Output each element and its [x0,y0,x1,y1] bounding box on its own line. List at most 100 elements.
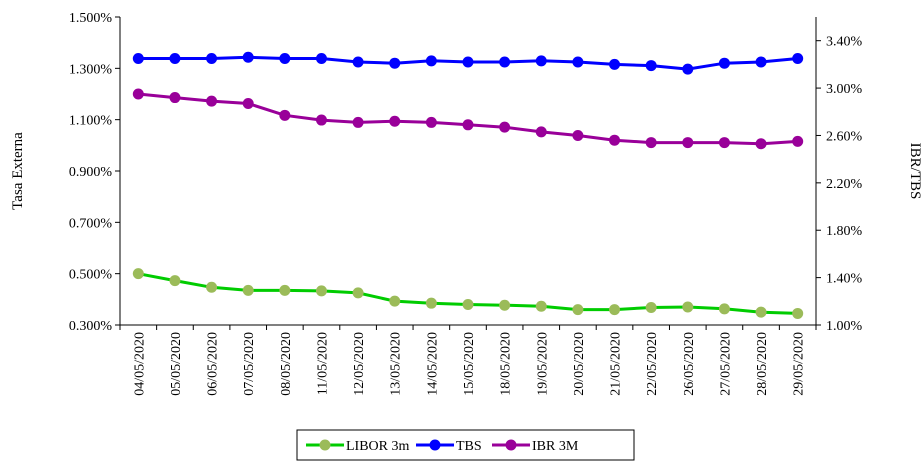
legend: LIBOR 3m TBS IBR 3M [296,429,635,461]
tbs-data-point [609,58,621,70]
x-tick-label: 26/05/2020 [682,332,697,396]
left-tick-label: 1.300% [69,62,113,77]
ibr-3m-data-point [132,88,144,100]
ibr-3m-data-point [535,126,547,138]
right-tick-label: 2.20% [826,177,863,192]
tbs-data-point [535,55,547,67]
x-tick-label: 06/05/2020 [206,332,221,396]
ibr-3m-data-point [645,137,657,149]
x-tick-label: 14/05/2020 [425,332,440,396]
axes-group: 0.300% 0.500% 0.700% 0.900% 1.100% 1.300% 1.50… [69,11,863,396]
right-tick-label: 2.60% [826,129,863,144]
tbs-data-point [682,63,694,75]
series-layer [132,51,804,319]
x-tick-label: 11/05/2020 [315,332,330,395]
x-tick-label: 08/05/2020 [279,332,294,396]
tbs-data-point [315,52,327,64]
tbs-data-point [572,56,584,68]
x-tick-label: 20/05/2020 [572,332,587,396]
x-tick-label: 21/05/2020 [609,332,624,396]
ibr-3m-data-point [792,135,804,147]
right-tick-label: 1.40% [826,272,863,287]
tbs-data-point [352,56,364,68]
tbs-data-point [242,51,254,63]
left-tick-label: 0.700% [69,216,113,231]
right-tick-label: 3.00% [826,82,863,97]
ibr-3m-data-point [389,115,401,127]
tbs-data-point [279,52,291,64]
tbs-data-point [132,52,144,64]
libor-3m-data-point [242,284,254,296]
x-tick-label: 29/05/2020 [792,332,807,396]
left-tick-label: 0.300% [69,319,113,334]
left-tick-label: 1.100% [69,114,113,129]
ibr-3m-data-point [425,116,437,128]
x-tick-label: 15/05/2020 [462,332,477,396]
ibr-3m-legend-label: IBR 3M [532,439,579,454]
right-tick-label: 1.80% [826,224,863,239]
x-tick-label: 12/05/2020 [352,332,367,396]
libor-3m-data-point [535,300,547,312]
libor-3m-data-point [169,275,181,287]
libor-3m-data-point [499,299,511,311]
tbs-data-point [645,60,657,72]
libor-3m-data-point [682,301,694,313]
tbs-data-point [499,56,511,68]
libor-3m-data-point [315,285,327,297]
x-tick-label: 18/05/2020 [499,332,514,396]
ibr-3m-series-line [138,92,798,146]
right-axis-title: IBR/TBS [907,143,921,200]
left-tick-label: 0.900% [69,165,113,180]
left-tick-label: 0.500% [69,268,113,283]
tbs-data-point [425,55,437,67]
ibr-3m-legend-marker [505,439,517,451]
ibr-3m-data-point [352,116,364,128]
libor-3m-data-point [572,304,584,316]
libor-3m-data-point [206,281,218,293]
ibr-3m-data-point [279,109,291,121]
ibr-3m-data-point [462,119,474,131]
x-tick-label: 05/05/2020 [169,332,184,396]
libor-3m-data-point [609,304,621,316]
ibr-3m-data-point [315,114,327,126]
ibr-3m-data-point [206,95,218,107]
libor-3m-data-point [352,287,364,299]
ibr-3m-data-point [755,138,767,150]
ibr-3m-data-point [682,137,694,149]
tbs-data-point [718,57,730,69]
tbs-data-point [169,52,181,64]
x-tick-label: 22/05/2020 [645,332,660,396]
libor-3m-data-point [462,298,474,310]
tbs-legend-label: TBS [456,439,482,454]
x-tick-label: 19/05/2020 [535,332,550,396]
x-tick-label: 27/05/2020 [718,332,733,396]
ibr-3m-data-point [718,137,730,149]
x-tick-label: 04/05/2020 [132,332,147,396]
tbs-legend-marker [429,439,441,451]
tbs-data-point [206,52,218,64]
libor-3m-data-point [645,302,657,314]
libor-3m-data-point [755,306,767,318]
ibr-3m-data-point [499,121,511,133]
tbs-data-point [755,56,767,68]
tbs-data-point [792,52,804,64]
ibr-3m-data-point [572,129,584,141]
left-tick-label: 1.500% [69,11,113,26]
libor-3m-data-point [279,284,291,296]
libor-3m-data-point [389,295,401,307]
right-tick-label: 1.00% [826,319,863,334]
ibr-3m-data-point [169,92,181,104]
libor-3m-data-point [792,307,804,319]
left-axis-title: Tasa Externa [10,132,26,210]
ibr-3m-data-point [609,134,621,146]
libor-3m-legend-label: LIBOR 3m [346,439,410,454]
x-tick-label: 13/05/2020 [389,332,404,396]
libor-3m-legend-marker [319,439,331,451]
ibr-3m-data-point [242,97,254,109]
right-tick-label: 3.40% [826,35,863,50]
tbs-data-point [389,57,401,69]
x-tick-label: 07/05/2020 [242,332,257,396]
x-tick-label: 28/05/2020 [755,332,770,396]
legend-box [296,429,635,461]
